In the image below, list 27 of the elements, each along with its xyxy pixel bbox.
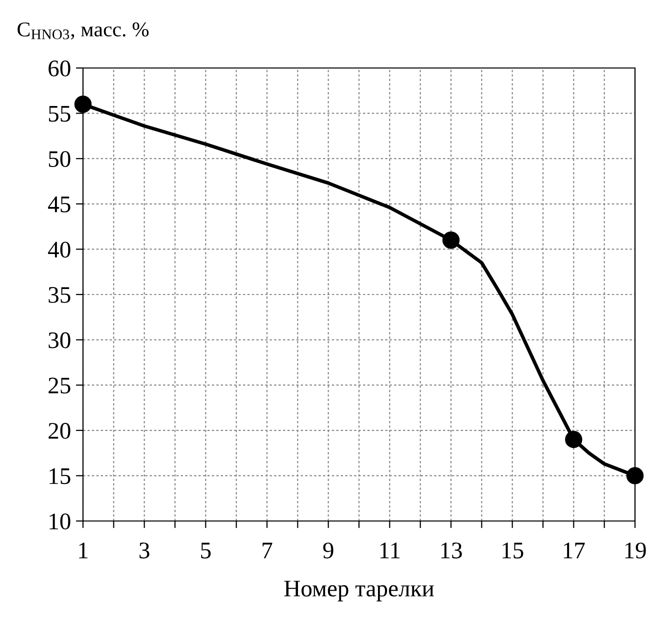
- y-tick-label: 35: [48, 287, 70, 303]
- y-tick-label: 45: [48, 196, 70, 212]
- y-tick-label: 40: [48, 242, 70, 258]
- y-tick-label: 30: [48, 332, 70, 348]
- x-tick-label: 5: [201, 542, 211, 558]
- x-tick-label: 1: [79, 542, 88, 558]
- point: [74, 96, 92, 113]
- x-tick-label: 19: [625, 542, 646, 558]
- point: [626, 467, 644, 484]
- y-axis-title: C$_{HNO3}$, масс. %: [18, 22, 149, 40]
- y-tick-label: 50: [48, 151, 70, 168]
- y-tick-label: 10: [50, 513, 70, 530]
- x-tick-label: 17: [564, 542, 585, 558]
- y-tick-label: 25: [48, 378, 70, 394]
- y-tick-label: 55: [48, 106, 70, 122]
- x-tick-label: 9: [323, 542, 334, 558]
- x-tick-label: 11: [380, 542, 400, 558]
- y-tick-label: 20: [48, 422, 70, 439]
- x-tick-label: 7: [262, 542, 272, 558]
- point: [442, 232, 460, 249]
- y-tick-label: 60: [48, 60, 70, 76]
- x-axis-title: Номер тарелки: [284, 580, 434, 602]
- x-tick-label: 13: [441, 542, 462, 558]
- y-tick-label: 15: [50, 468, 70, 484]
- point: [565, 430, 582, 448]
- x-tick-label: 3: [140, 542, 150, 558]
- x-tick-label: 15: [502, 542, 524, 558]
